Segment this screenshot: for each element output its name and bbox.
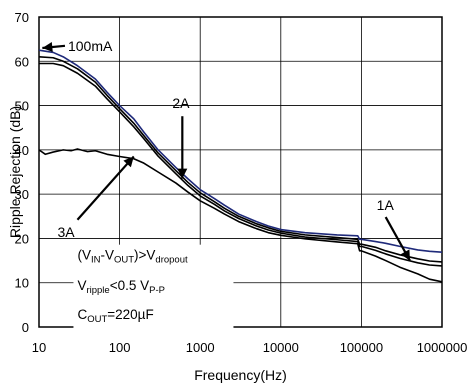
annotation-3a-arrow-shaft	[76, 155, 135, 221]
y-tick-label: 30	[15, 187, 29, 202]
condition-cout: COUT=220µF	[77, 307, 153, 325]
y-tick-label: 10	[15, 276, 29, 291]
series-line-3a	[38, 148, 443, 283]
y-tick-label: 20	[15, 231, 29, 246]
annotation-3a-arrow-head	[123, 156, 134, 168]
plot-frame	[38, 16, 443, 328]
conditions-box: (VIN-VOUT)>Vdropout Vripple<0.5 VP-P COU…	[73, 244, 234, 329]
series-line-100ma	[38, 49, 443, 253]
annotation-2a: 2A	[172, 95, 190, 111]
y-tick-label: 70	[15, 10, 29, 25]
x-axis-label: Frequency(Hz)	[194, 367, 287, 383]
annotation-100ma-arrow-head	[42, 42, 53, 53]
x-tick-label: 10	[32, 340, 46, 355]
annotation-100ma: 100mA	[68, 38, 113, 54]
y-axis-label: Ripple Rejection (dB)	[7, 106, 23, 238]
x-tick-label: 100	[109, 340, 131, 355]
x-tick-label: 10000	[263, 340, 299, 355]
conditions-background	[73, 244, 234, 329]
y-tick-label: 60	[15, 54, 29, 69]
series-line-1a	[39, 62, 443, 267]
x-axis-ticks: 10 100 1000 10000 100000 1000000	[32, 340, 468, 355]
condition-voltage: (VIN-VOUT)>Vdropout	[77, 248, 188, 266]
x-tick-label: 100000	[340, 340, 383, 355]
x-tick-label: 1000000	[417, 340, 468, 355]
y-tick-label: 50	[15, 99, 29, 114]
y-axis-ticks: 0 10 20 30 40 50 60 70	[15, 10, 29, 335]
annotation-2a-arrow-head	[177, 168, 188, 179]
annotations: 100mA 2A 3A 1A	[42, 38, 411, 262]
annotation-1a: 1A	[377, 197, 395, 213]
condition-ripple: Vripple<0.5 VP-P	[77, 278, 165, 296]
series-layer	[38, 49, 443, 283]
annotation-1a-arrow-head	[400, 249, 410, 261]
y-tick-label: 0	[22, 320, 29, 335]
series-line-2a	[38, 56, 443, 263]
annotation-3a: 3A	[57, 224, 75, 240]
x-tick-label: 1000	[186, 340, 215, 355]
y-tick-label: 40	[15, 143, 29, 158]
